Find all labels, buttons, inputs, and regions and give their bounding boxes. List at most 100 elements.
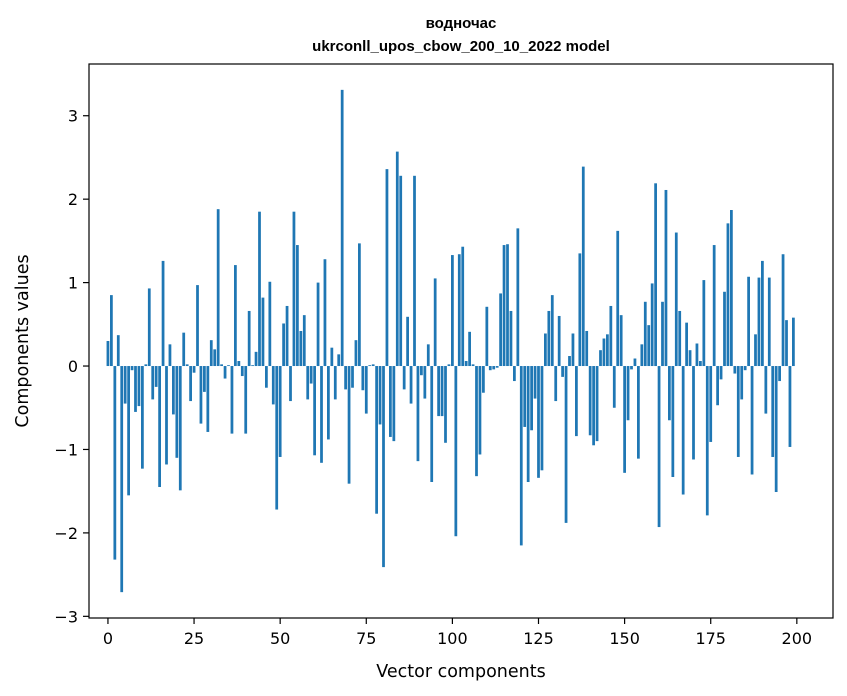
bar-component-153 xyxy=(633,358,637,367)
bar-component-133 xyxy=(564,366,568,523)
bar-component-111 xyxy=(488,366,492,371)
bar-component-161 xyxy=(661,301,664,367)
bar-component-167 xyxy=(681,366,685,495)
bar-component-12 xyxy=(147,288,151,367)
bar-component-173 xyxy=(702,280,706,367)
bar-component-134 xyxy=(568,356,571,367)
bar-component-42 xyxy=(251,365,254,367)
bar-component-35 xyxy=(227,365,230,367)
bar-component-89 xyxy=(413,175,416,367)
bar-component-38 xyxy=(237,361,241,367)
bar-component-27 xyxy=(199,366,203,424)
bar-component-68 xyxy=(340,89,344,367)
bar-component-20 xyxy=(175,366,179,458)
bar-component-136 xyxy=(575,366,578,437)
bar-component-138 xyxy=(581,166,585,367)
bar-component-93 xyxy=(426,344,430,367)
bar-component-94 xyxy=(430,366,434,482)
bar-component-198 xyxy=(788,366,792,447)
bar-component-166 xyxy=(678,310,682,367)
bar-component-97 xyxy=(440,366,444,417)
bar-component-14 xyxy=(154,366,158,387)
bar-component-105 xyxy=(468,331,471,367)
bar-component-114 xyxy=(499,293,502,367)
plot-frame xyxy=(88,63,834,619)
bar-component-84 xyxy=(395,151,399,367)
bar-component-104 xyxy=(464,361,468,367)
x-tick-label: 25 xyxy=(184,629,204,648)
bar-component-21 xyxy=(178,366,182,491)
bar-component-196 xyxy=(781,254,785,367)
bar-component-7 xyxy=(130,366,134,371)
bar-component-179 xyxy=(723,291,726,367)
bar-component-55 xyxy=(296,245,299,367)
bar-component-158 xyxy=(650,283,654,367)
bar-component-163 xyxy=(668,366,671,421)
bar-component-165 xyxy=(674,232,678,367)
bar-component-195 xyxy=(778,366,781,382)
bar-component-149 xyxy=(619,315,623,367)
bar-component-147 xyxy=(612,366,616,408)
bar-component-185 xyxy=(743,366,747,371)
bar-component-174 xyxy=(705,366,709,516)
bar-component-101 xyxy=(454,366,458,537)
bar-component-25 xyxy=(192,366,196,373)
bar-component-23 xyxy=(185,364,189,367)
bar-component-182 xyxy=(733,366,737,374)
bar-component-154 xyxy=(637,366,640,459)
bar-component-152 xyxy=(630,366,633,370)
bar-component-171 xyxy=(695,343,699,367)
bar-component-54 xyxy=(292,211,296,367)
bar-component-130 xyxy=(554,366,558,402)
y-tick-label: 3 xyxy=(68,107,78,126)
bar-component-109 xyxy=(482,366,485,393)
bar-component-56 xyxy=(299,330,303,367)
bar-component-86 xyxy=(402,366,406,390)
bar-component-181 xyxy=(730,210,733,367)
bar-component-41 xyxy=(247,310,251,367)
bar-component-47 xyxy=(268,281,272,367)
bar-component-197 xyxy=(785,320,788,367)
y-tick-label: 2 xyxy=(68,190,78,209)
bar-component-157 xyxy=(647,325,651,367)
y-tick-label: −1 xyxy=(54,440,78,459)
bar-component-135 xyxy=(571,333,575,367)
bar-component-90 xyxy=(416,366,420,462)
bar-component-131 xyxy=(557,315,561,367)
chart-title: водночас xyxy=(426,15,497,32)
bar-component-53 xyxy=(289,366,292,402)
bar-component-39 xyxy=(240,366,244,377)
bar-component-151 xyxy=(626,366,630,421)
bar-component-70 xyxy=(347,366,351,484)
bar-component-159 xyxy=(654,183,657,367)
bar-component-40 xyxy=(244,366,248,434)
x-tick-label: 125 xyxy=(523,629,554,648)
bar-component-30 xyxy=(209,340,213,367)
bar-component-17 xyxy=(165,366,168,465)
x-tick-label: 0 xyxy=(103,629,113,648)
bar-component-59 xyxy=(309,366,313,384)
chart-subtitle: ukrconll_upos_cbow_200_10_2022 model xyxy=(312,38,610,55)
x-tick-label: 175 xyxy=(695,629,726,648)
x-axis-label: Vector components xyxy=(376,662,545,682)
bar-component-113 xyxy=(495,366,499,368)
bar-component-125 xyxy=(537,366,540,478)
bar-component-82 xyxy=(389,366,392,437)
bar-component-80 xyxy=(382,366,385,568)
bar-component-58 xyxy=(306,366,310,400)
bar-component-60 xyxy=(313,366,316,456)
bar-component-32 xyxy=(216,209,220,367)
bar-component-57 xyxy=(302,315,306,367)
bar-component-172 xyxy=(699,361,702,367)
bar-component-9 xyxy=(137,366,141,407)
bar-component-120 xyxy=(519,366,523,546)
bar-component-73 xyxy=(358,243,361,367)
bar-component-190 xyxy=(761,260,764,367)
bar-component-50 xyxy=(278,366,282,457)
bar-component-146 xyxy=(609,305,613,367)
bar-component-143 xyxy=(599,350,602,367)
bar-component-189 xyxy=(757,277,761,367)
bar-component-180 xyxy=(726,223,730,367)
bar-component-46 xyxy=(265,366,268,388)
